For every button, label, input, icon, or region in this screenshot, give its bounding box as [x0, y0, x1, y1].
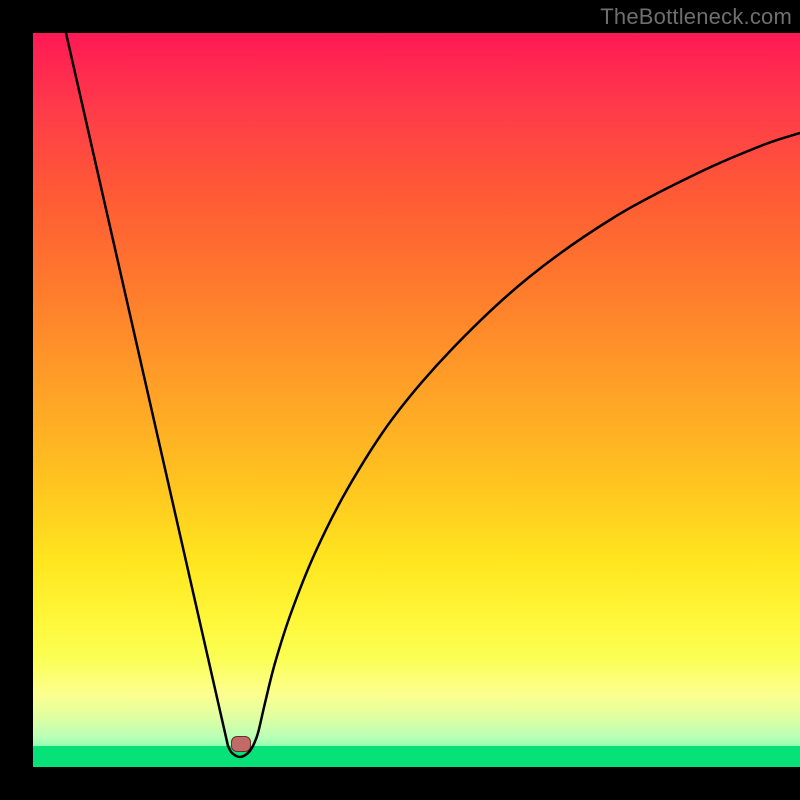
attribution-text: TheBottleneck.com	[600, 4, 792, 30]
curve-layer	[33, 33, 800, 767]
curve-left-branch	[66, 33, 228, 746]
chart-frame: TheBottleneck.com	[0, 0, 800, 800]
curve-basin	[228, 746, 253, 757]
plot-area	[33, 33, 800, 767]
curve-right-branch	[253, 133, 800, 746]
